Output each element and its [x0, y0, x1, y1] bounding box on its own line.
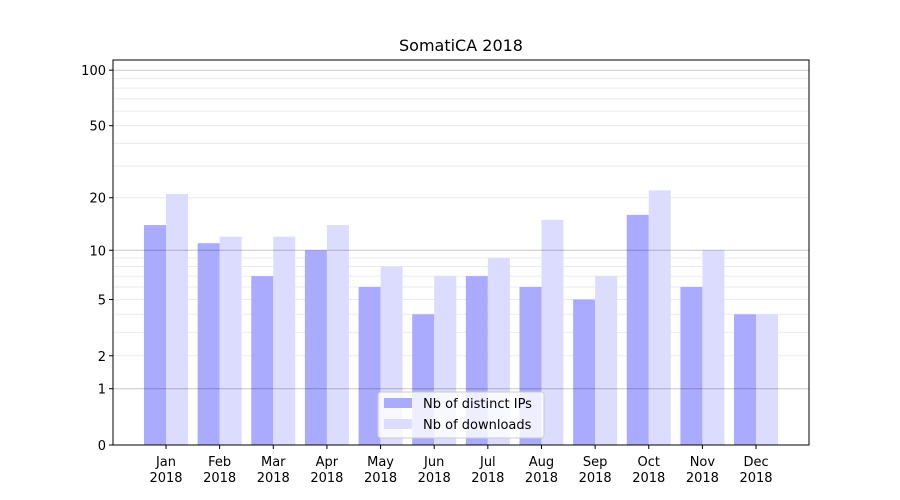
x-tick-label-year: 2018 — [525, 471, 558, 486]
x-tick-label-year: 2018 — [632, 471, 665, 486]
y-tick-label: 10 — [89, 244, 106, 259]
y-tick-label: 50 — [89, 120, 106, 135]
bar-distinct-ips — [573, 299, 596, 445]
bar-distinct-ips — [197, 243, 220, 445]
x-tick-label-year: 2018 — [579, 471, 612, 486]
bar-distinct-ips — [304, 250, 327, 445]
chart-title: SomatiCA 2018 — [399, 36, 523, 55]
x-tick-label-month: Jul — [479, 455, 496, 470]
x-tick-label-month: Feb — [208, 455, 231, 470]
y-tick-label: 0 — [98, 439, 106, 454]
bar-distinct-ips — [626, 214, 649, 445]
legend-label-downloads: Nb of downloads — [423, 418, 532, 433]
bar-distinct-ips — [251, 276, 274, 445]
bar-distinct-ips — [144, 225, 166, 445]
x-tick-label-month: Mar — [261, 455, 286, 470]
bar-downloads — [273, 236, 296, 445]
x-tick-label-month: Nov — [690, 455, 716, 470]
x-tick-label-year: 2018 — [418, 471, 451, 486]
x-tick-label-month: Sep — [583, 455, 608, 470]
x-tick-label-month: Dec — [743, 455, 768, 470]
legend-swatch-downloads — [384, 419, 412, 429]
bar-distinct-ips — [680, 286, 703, 445]
bar-distinct-ips — [358, 286, 381, 445]
y-tick-label: 2 — [98, 350, 106, 365]
legend-swatch-distinct-ips — [384, 398, 412, 408]
bar-downloads — [756, 314, 779, 445]
x-axis: Jan2018Feb2018Mar2018Apr2018May2018Jun20… — [149, 445, 773, 486]
bar-downloads — [219, 236, 242, 445]
y-tick-label: 100 — [81, 64, 106, 79]
x-tick-label-year: 2018 — [257, 471, 290, 486]
plot-frame — [112, 59, 810, 446]
x-tick-label-month: Aug — [529, 455, 554, 470]
legend: Nb of distinct IPs Nb of downloads — [377, 391, 545, 439]
bar-distinct-ips — [734, 314, 757, 445]
bar-downloads — [648, 190, 671, 445]
bar-downloads — [166, 193, 188, 445]
x-tick-label-month: Oct — [638, 455, 660, 470]
x-tick-label-month: Jan — [155, 455, 176, 470]
x-tick-label-year: 2018 — [310, 471, 343, 486]
x-tick-label-year: 2018 — [364, 471, 397, 486]
bar-downloads — [326, 225, 349, 445]
bar-downloads — [541, 219, 564, 445]
x-tick-label-year: 2018 — [739, 471, 772, 486]
y-tick-label: 1 — [98, 383, 106, 398]
x-tick-label-month: Apr — [316, 455, 339, 470]
bars — [113, 69, 809, 445]
bar-downloads — [702, 250, 725, 445]
x-tick-label-year: 2018 — [471, 471, 504, 486]
y-tick-label: 5 — [98, 293, 106, 308]
legend-label-distinct-ips: Nb of distinct IPs — [423, 397, 532, 412]
x-tick-label-month: Jun — [423, 455, 444, 470]
bar-downloads — [595, 276, 618, 445]
x-tick-label-year: 2018 — [686, 471, 719, 486]
legend-box — [377, 391, 545, 439]
y-tick-label: 20 — [89, 192, 106, 207]
y-axis: 0 1 2 5 10 20 50 100 — [81, 64, 113, 454]
x-tick-label-month: May — [367, 455, 394, 470]
x-tick-label-year: 2018 — [149, 471, 182, 486]
x-tick-label-year: 2018 — [203, 471, 236, 486]
